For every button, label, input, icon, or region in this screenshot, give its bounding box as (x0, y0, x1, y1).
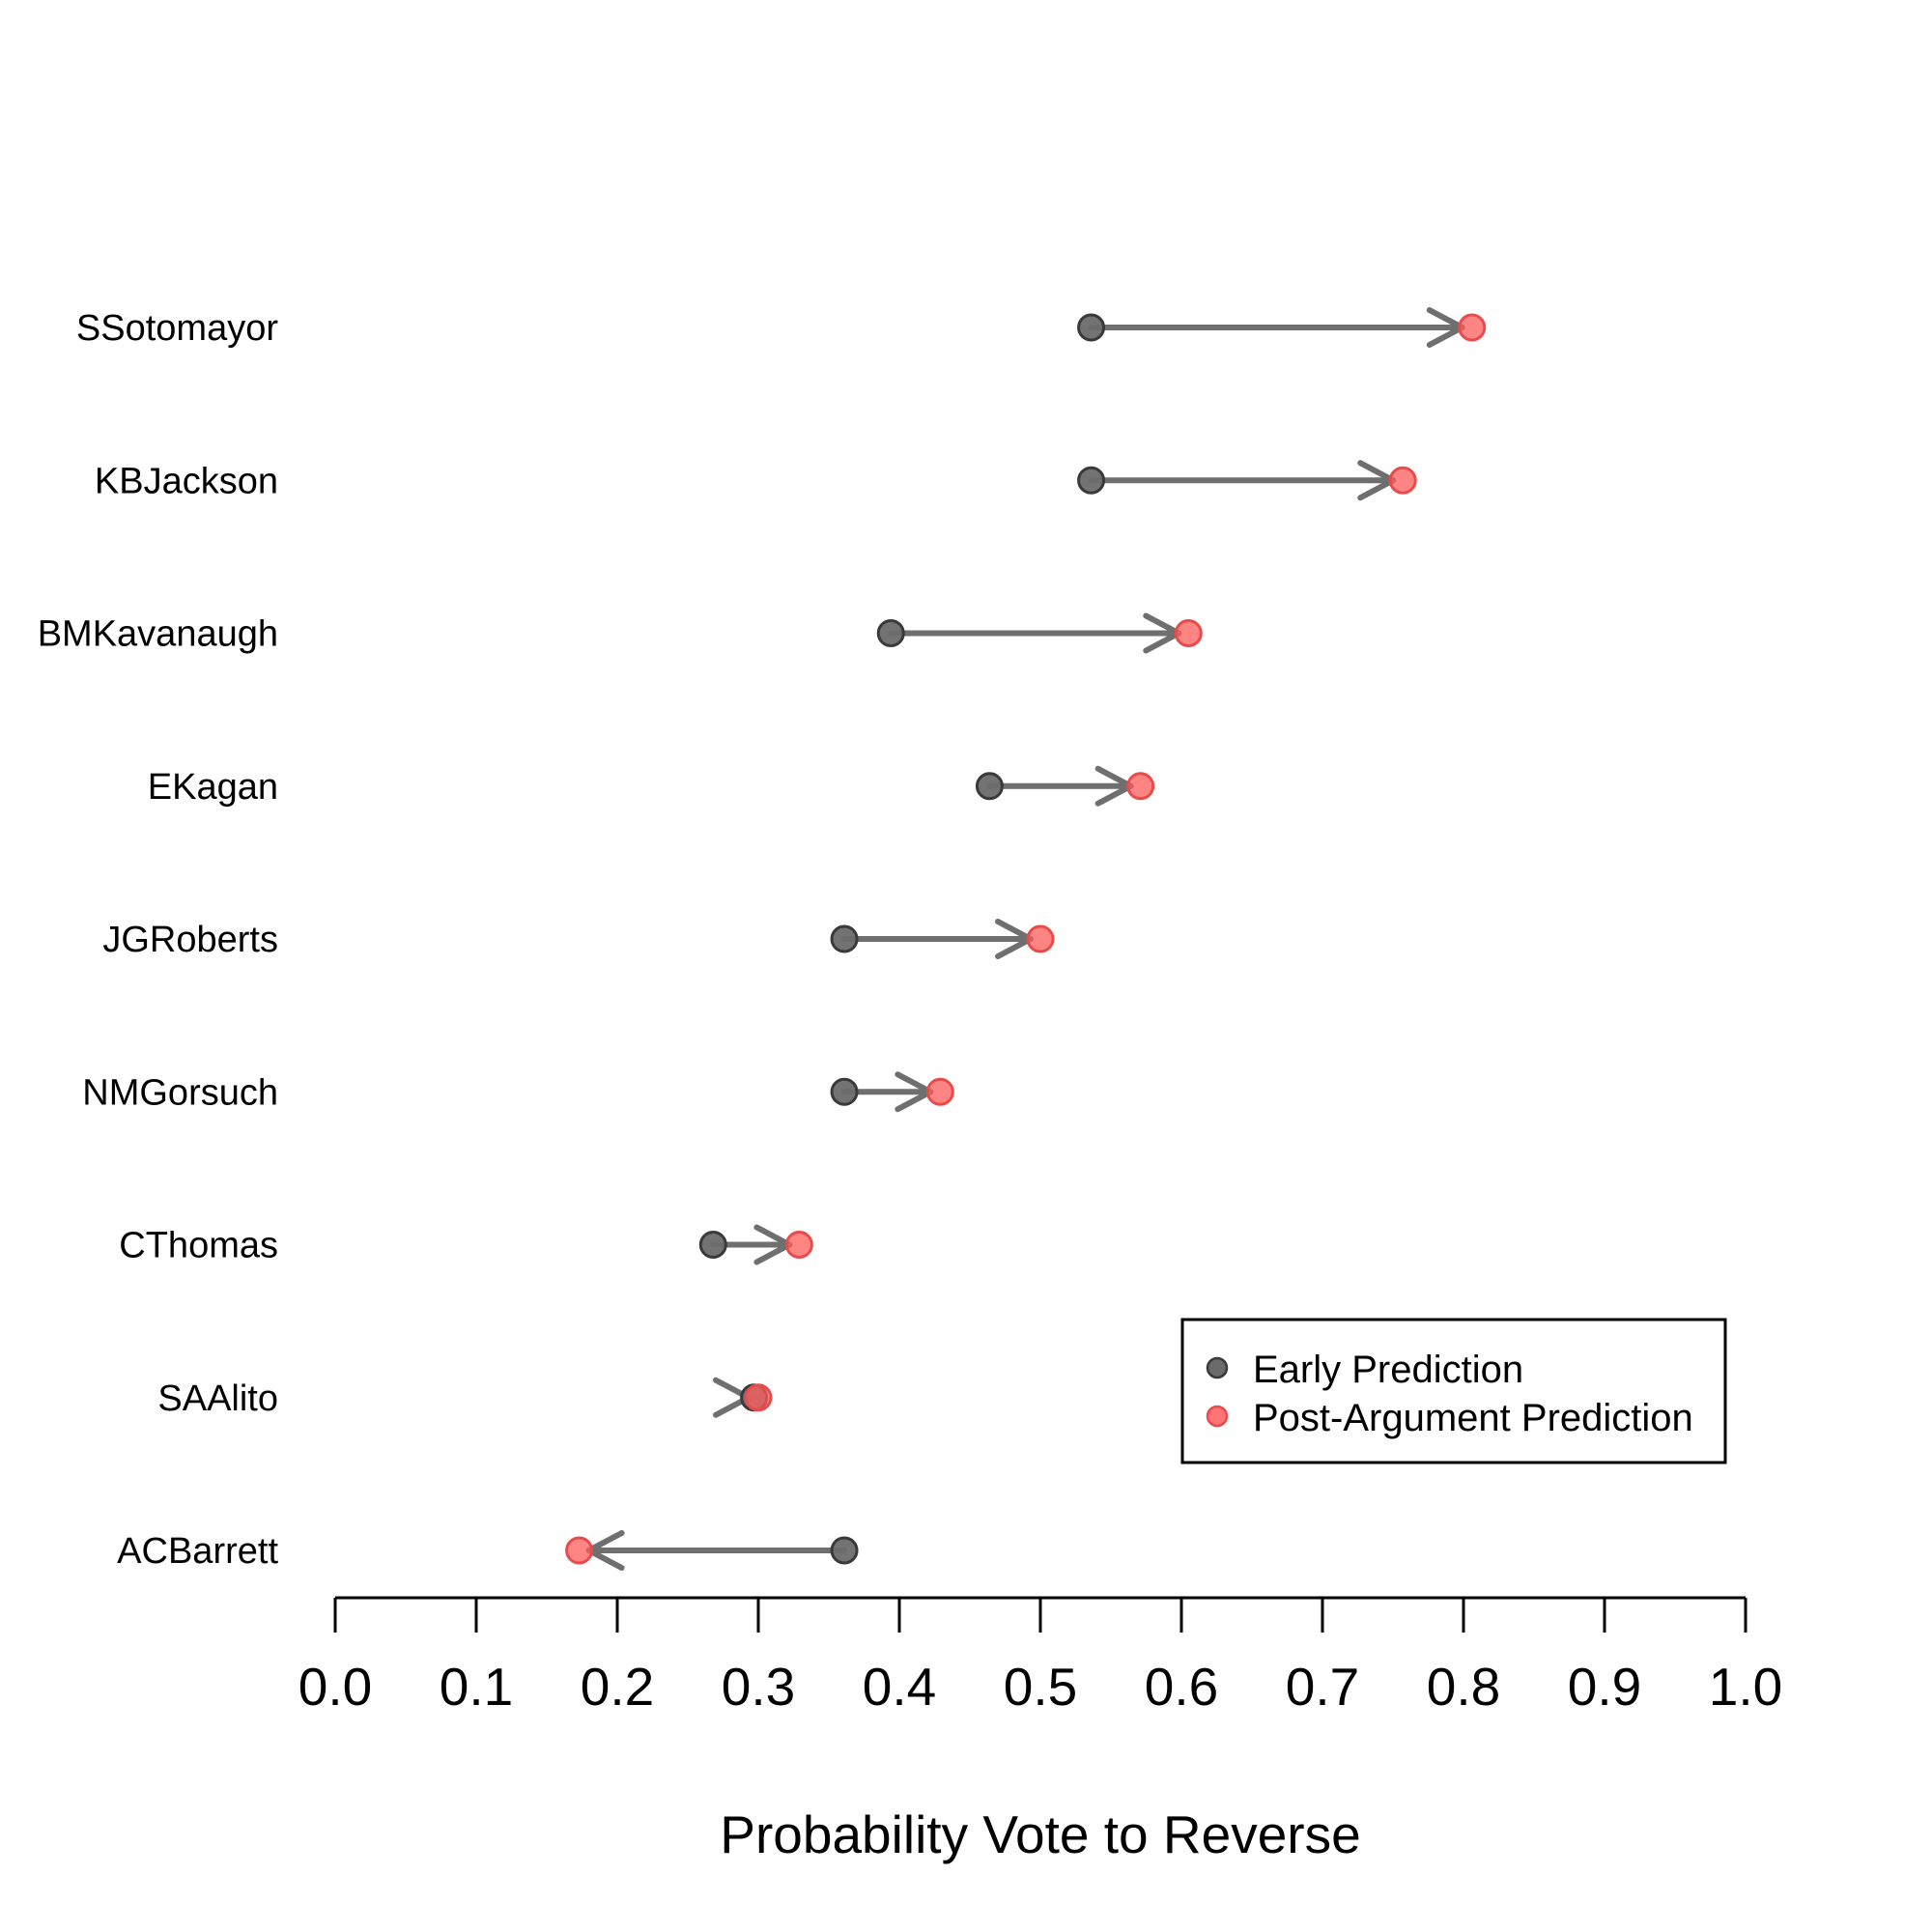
early-point-jgroberts (830, 924, 859, 953)
x-tick-label-0-5: 0.5 (1004, 1657, 1077, 1717)
justice-label-ekagan: EKagan (148, 767, 278, 808)
early-point-ekagan (975, 772, 1004, 801)
post-point-nmgorsuch (925, 1077, 954, 1106)
justice-label-nmgorsuch: NMGorsuch (82, 1072, 278, 1113)
y-labels-layer: SSotomayor KBJackson BMKavanaugh EKagan JGRo… (38, 308, 279, 1572)
x-tick-label-0-7: 0.7 (1286, 1657, 1359, 1717)
x-tick-label-0-3: 0.3 (722, 1657, 795, 1717)
arrow-ssotomayor (1088, 307, 1465, 348)
post-point-ekagan (1126, 772, 1155, 801)
arrow-ekagan (986, 765, 1134, 807)
early-point-ssotomayor (1077, 313, 1106, 342)
justice-label-saalito: SAAlito (157, 1378, 278, 1419)
legend: Early Prediction Post-Argument Predictio… (1180, 1318, 1727, 1464)
x-axis-title: Probability Vote to Reverse (720, 1804, 1360, 1864)
legend-label-early: Early Prediction (1253, 1349, 1523, 1391)
x-tick-label-0-8: 0.8 (1427, 1657, 1500, 1717)
x-tick-label-0-6: 0.6 (1145, 1657, 1218, 1717)
x-axis: 0.0 0.1 0.2 0.3 0.4 0.5 0.6 0.7 0.8 0.9 1.0 Probab… (298, 1596, 1782, 1864)
justice-label-jgroberts: JGRoberts (102, 920, 278, 960)
post-point-ssotomayor (1458, 313, 1487, 342)
arrow-jgroberts (841, 919, 1034, 959)
arrow-bmkavanaugh (888, 612, 1182, 654)
post-point-acbarrett (565, 1536, 594, 1565)
post-point-kbjackson (1388, 466, 1417, 495)
early-point-cthomas (698, 1231, 727, 1259)
legend-label-post: Post-Argument Prediction (1253, 1397, 1693, 1439)
early-point-acbarrett (830, 1536, 859, 1565)
x-tick-label-0-1: 0.1 (440, 1657, 513, 1717)
post-point-jgroberts (1026, 924, 1055, 953)
justice-label-acbarrett: ACBarrett (117, 1531, 278, 1572)
early-points-layer (698, 313, 1106, 1565)
post-points-layer (565, 313, 1487, 1565)
early-point-nmgorsuch (830, 1077, 859, 1106)
x-tick-label-0-9: 0.9 (1568, 1657, 1641, 1717)
legend-marker-early (1206, 1356, 1229, 1379)
arrow-kbjackson (1088, 460, 1397, 501)
early-point-bmkavanaugh (876, 619, 905, 647)
x-tick-label-0-4: 0.4 (863, 1657, 936, 1717)
early-point-kbjackson (1077, 466, 1106, 495)
justice-label-cthomas: CThomas (119, 1226, 278, 1266)
arrow-acbarrett (585, 1530, 848, 1571)
legend-marker-post (1206, 1405, 1229, 1428)
justice-label-bmkavanaugh: BMKavanaugh (38, 614, 278, 655)
justice-label-ssotomayor: SSotomayor (76, 308, 278, 349)
x-tick-label-1-0: 1.0 (1709, 1657, 1782, 1717)
x-tick-label-0-2: 0.2 (581, 1657, 654, 1717)
post-point-saalito (744, 1383, 773, 1412)
post-point-bmkavanaugh (1174, 619, 1203, 647)
legend-box (1180, 1318, 1727, 1464)
justice-label-kbjackson: KBJackson (95, 461, 278, 501)
x-tick-label-0-0: 0.0 (298, 1657, 372, 1717)
post-point-cthomas (784, 1231, 813, 1259)
x-ticks-layer: 0.0 0.1 0.2 0.3 0.4 0.5 0.6 0.7 0.8 0.9 1.0 (298, 1598, 1782, 1717)
